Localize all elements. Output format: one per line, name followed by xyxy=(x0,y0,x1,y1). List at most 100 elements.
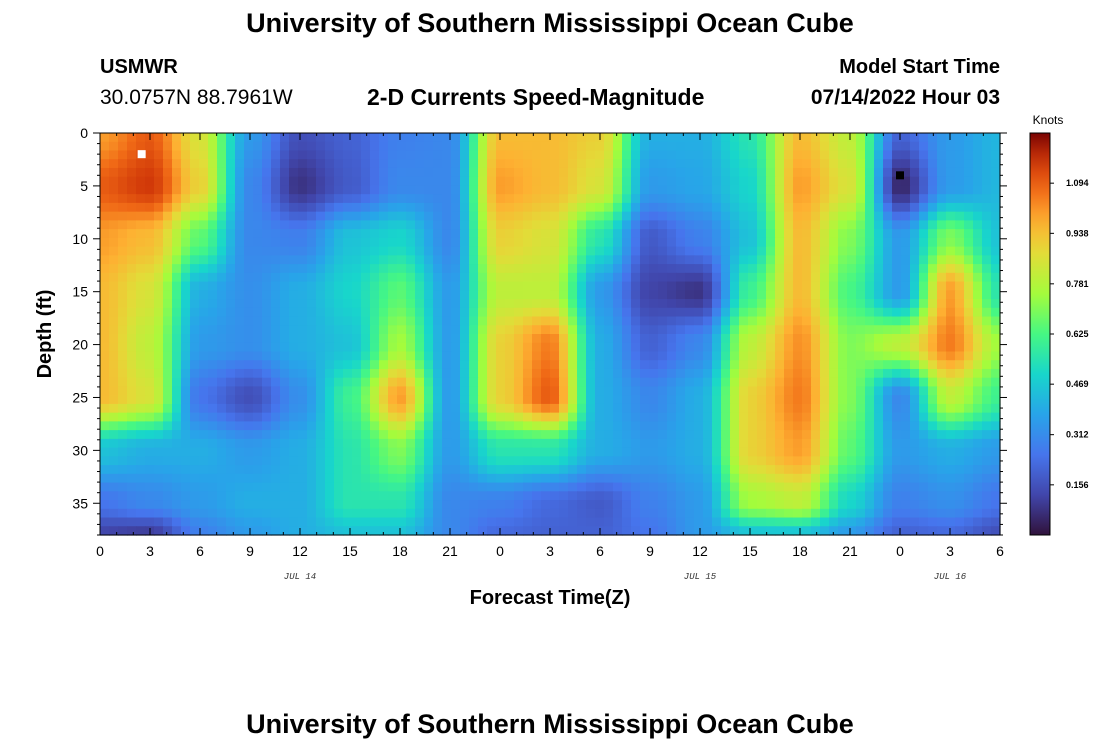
heatmap-cell xyxy=(919,290,929,300)
heatmap-cell xyxy=(739,220,749,230)
heatmap-cell xyxy=(118,237,128,248)
heatmap-cell xyxy=(442,386,452,396)
heatmap-cell xyxy=(703,360,713,370)
heatmap-cell xyxy=(820,159,830,169)
heatmap-cell xyxy=(937,342,947,353)
heatmap-cell xyxy=(541,368,551,379)
heatmap-cell xyxy=(586,264,596,274)
heatmap-cell xyxy=(361,133,371,143)
heatmap-cell xyxy=(244,447,254,457)
heatmap-cell xyxy=(226,264,236,274)
heatmap-cell xyxy=(217,141,227,152)
x-tick-label: 12 xyxy=(292,543,308,559)
heatmap-cell xyxy=(586,220,596,230)
heatmap-cell xyxy=(163,325,173,335)
heatmap-cell xyxy=(559,185,569,195)
heatmap-cell xyxy=(631,500,641,510)
heatmap-cell xyxy=(811,342,821,353)
heatmap-cell xyxy=(118,229,128,239)
heatmap-cell xyxy=(217,403,227,414)
heatmap-cell xyxy=(334,430,344,440)
heatmap-cell xyxy=(667,351,677,361)
heatmap-cell xyxy=(847,229,857,239)
heatmap-cell xyxy=(100,194,110,204)
heatmap-cell xyxy=(685,316,695,326)
heatmap-cell xyxy=(352,150,362,160)
heatmap-cell xyxy=(226,334,236,344)
heatmap-cell xyxy=(487,220,497,230)
heatmap-cell xyxy=(658,386,668,396)
heatmap-cell xyxy=(928,334,938,344)
heatmap-cell xyxy=(343,430,353,440)
heatmap-cell xyxy=(910,456,920,466)
heatmap-cell xyxy=(190,386,200,396)
heatmap-cell xyxy=(298,334,308,344)
heatmap-cell xyxy=(271,272,281,283)
heatmap-cell xyxy=(964,246,974,256)
heatmap-cell xyxy=(631,517,641,527)
heatmap-cell xyxy=(991,194,1001,204)
heatmap-cell xyxy=(793,185,803,195)
heatmap-cell xyxy=(874,438,884,449)
heatmap-cell xyxy=(208,281,218,291)
heatmap-cell xyxy=(307,386,317,396)
heatmap-cell xyxy=(757,395,767,405)
heatmap-cell xyxy=(973,159,983,169)
heatmap-cell xyxy=(748,299,758,309)
heatmap-cell xyxy=(307,360,317,370)
heatmap-cell xyxy=(316,150,326,160)
heatmap-cell xyxy=(361,447,371,457)
heatmap-cell xyxy=(865,447,875,457)
heatmap-cell xyxy=(694,517,704,527)
heatmap-cell xyxy=(685,465,695,475)
heatmap-cell xyxy=(496,377,506,388)
heatmap-cell xyxy=(406,176,416,187)
heatmap-cell xyxy=(145,141,155,152)
heatmap-cell xyxy=(649,430,659,440)
heatmap-cell xyxy=(559,299,569,309)
heatmap-cell xyxy=(415,316,425,326)
heatmap-cell xyxy=(559,360,569,370)
heatmap-cell xyxy=(226,220,236,230)
heatmap-cell xyxy=(883,194,893,204)
heatmap-cell xyxy=(433,220,443,230)
heatmap-cell xyxy=(172,412,182,422)
heatmap-cell xyxy=(559,491,569,501)
heatmap-cell xyxy=(946,430,956,440)
heatmap-cell xyxy=(874,229,884,239)
heatmap-cell xyxy=(649,194,659,204)
heatmap-cell xyxy=(280,325,290,335)
heatmap-cell xyxy=(847,237,857,248)
heatmap-cell xyxy=(226,351,236,361)
heatmap-cell xyxy=(541,421,551,431)
heatmap-cell xyxy=(316,194,326,204)
heatmap-cell xyxy=(748,473,758,484)
heatmap-cell xyxy=(766,360,776,370)
heatmap-cell xyxy=(127,368,137,379)
heatmap-cell xyxy=(100,299,110,309)
heatmap-cell xyxy=(136,438,146,449)
heatmap-cell xyxy=(730,500,740,510)
heatmap-cell xyxy=(982,508,992,519)
heatmap-cell xyxy=(550,211,560,221)
heatmap-cell xyxy=(667,412,677,422)
heatmap-cell xyxy=(712,299,722,309)
heatmap-cell xyxy=(721,377,731,388)
heatmap-cell xyxy=(298,194,308,204)
heatmap-cell xyxy=(190,159,200,169)
heatmap-cell xyxy=(271,237,281,248)
heatmap-cell xyxy=(991,316,1001,326)
heatmap-cell xyxy=(235,150,245,160)
heatmap-cell xyxy=(325,447,335,457)
heatmap-cell xyxy=(946,281,956,291)
heatmap-cell xyxy=(874,508,884,519)
heatmap-cell xyxy=(928,325,938,335)
heatmap-cell xyxy=(388,473,398,484)
heatmap-cell xyxy=(910,167,920,178)
heatmap-cell xyxy=(892,316,902,326)
heatmap-cell xyxy=(928,377,938,388)
heatmap-cell xyxy=(550,141,560,152)
heatmap-cell xyxy=(226,150,236,160)
heatmap-cell xyxy=(469,264,479,274)
heatmap-cell xyxy=(541,517,551,527)
